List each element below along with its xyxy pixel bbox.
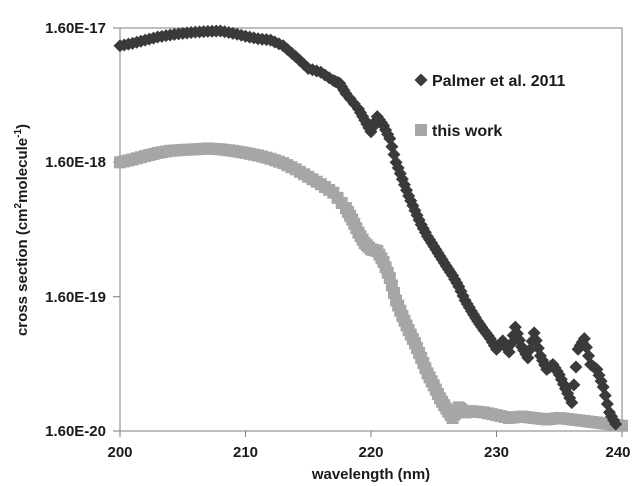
x-axis-title: wavelength (nm) bbox=[311, 466, 430, 483]
y-axis-title-end: ) bbox=[14, 124, 31, 129]
data-point bbox=[565, 396, 579, 410]
data-point bbox=[579, 340, 593, 354]
legend-label-series-1: Palmer et al. 2011 bbox=[432, 73, 566, 90]
data-point bbox=[609, 417, 623, 431]
legend-marker-square bbox=[415, 124, 427, 136]
x-tick-label: 220 bbox=[358, 444, 383, 461]
x-tick-label: 210 bbox=[233, 444, 258, 461]
y-tick-label: 1.60E-19 bbox=[45, 289, 106, 306]
x-tick-label: 240 bbox=[605, 444, 630, 461]
series-palmer bbox=[113, 24, 623, 431]
data-point bbox=[577, 332, 591, 346]
x-axis-ticks: 200 210 220 230 240 bbox=[107, 431, 631, 461]
data-point bbox=[569, 360, 583, 374]
y-axis-title-mid: molecule bbox=[14, 138, 31, 203]
series-this-work bbox=[114, 142, 628, 432]
legend-marker-diamond bbox=[414, 73, 428, 87]
x-tick-label: 230 bbox=[484, 444, 509, 461]
legend-marker-diamond-shape bbox=[414, 73, 428, 87]
data-point bbox=[567, 378, 581, 392]
legend-marker-square-shape bbox=[415, 124, 427, 136]
legend: Palmer et al. 2011 this work bbox=[414, 73, 566, 140]
y-axis-ticks: 1.60E-17 1.60E-18 1.60E-19 1.60E-20 bbox=[45, 20, 120, 440]
y-axis-title-sup1: 2 bbox=[13, 202, 24, 208]
data-point bbox=[582, 349, 596, 363]
y-tick-label: 1.60E-20 bbox=[45, 423, 106, 440]
legend-label-series-2: this work bbox=[432, 123, 502, 140]
x-tick-label: 200 bbox=[107, 444, 132, 461]
y-axis-title-sup2: -1 bbox=[13, 129, 24, 138]
y-axis-title-main: cross section (cm bbox=[14, 208, 31, 336]
series-layer bbox=[113, 24, 628, 432]
y-tick-label: 1.60E-18 bbox=[45, 154, 106, 171]
y-axis-title: cross section (cm2molecule-1) bbox=[13, 124, 31, 336]
y-tick-label: 1.60E-17 bbox=[45, 20, 106, 37]
